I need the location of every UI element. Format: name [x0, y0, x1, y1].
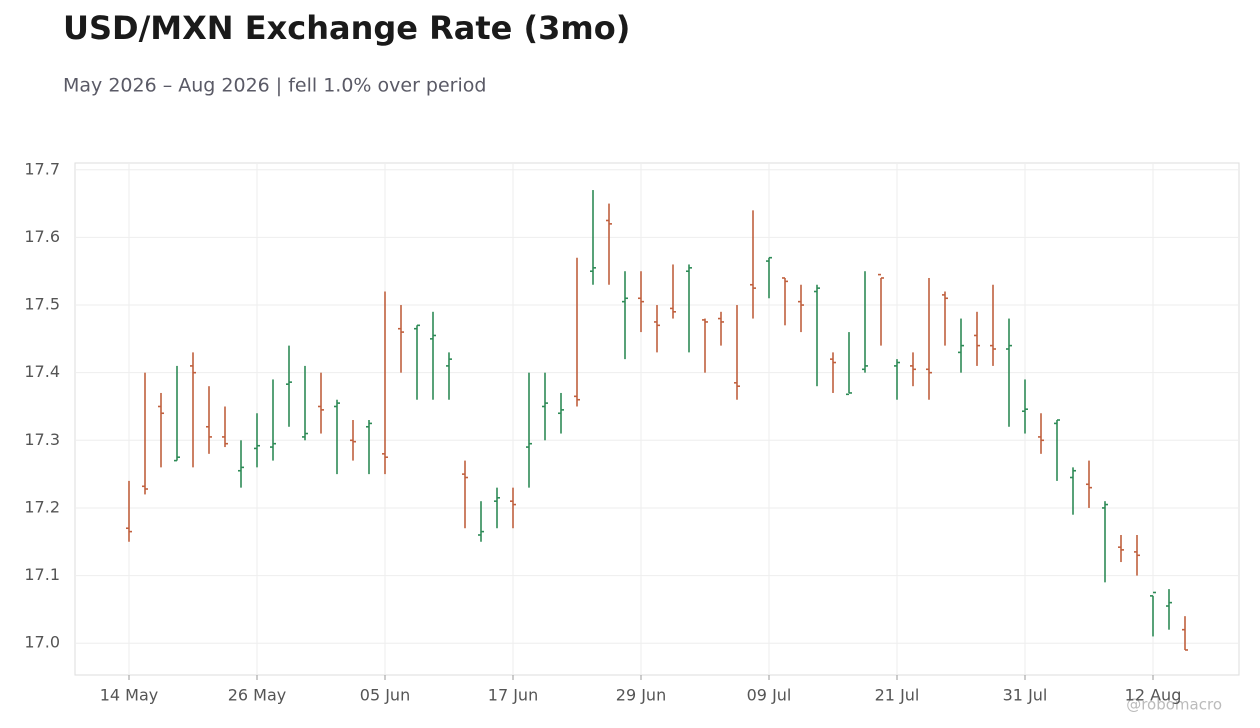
x-tick-label: 21 Jul	[875, 686, 920, 705]
plot-frame	[74, 162, 1240, 676]
y-tick-label: 17.7	[24, 159, 60, 178]
y-tick-label: 17.4	[24, 362, 60, 381]
x-tick-label: 26 May	[228, 686, 287, 705]
y-tick-label: 17.3	[24, 430, 60, 449]
y-tick-label: 17.2	[24, 497, 60, 516]
x-tick-label: 14 May	[100, 686, 159, 705]
y-tick-label: 17.5	[24, 295, 60, 314]
x-tick-label: 31 Jul	[1003, 686, 1048, 705]
y-tick-label: 17.1	[24, 565, 60, 584]
chart-title: USD/MXN Exchange Rate (3mo)	[63, 9, 630, 47]
chart-subtitle: May 2026 – Aug 2026 | fell 1.0% over per…	[63, 75, 486, 97]
x-tick-label: 05 Jun	[360, 686, 410, 705]
y-tick-label: 17.0	[24, 633, 60, 652]
watermark: @robomacro	[1126, 696, 1222, 714]
x-tick-label: 09 Jul	[747, 686, 792, 705]
x-tick-label: 12 Aug	[1125, 686, 1182, 705]
x-tick-label: 29 Jun	[616, 686, 666, 705]
y-tick-label: 17.6	[24, 227, 60, 246]
x-tick-label: 17 Jun	[488, 686, 538, 705]
